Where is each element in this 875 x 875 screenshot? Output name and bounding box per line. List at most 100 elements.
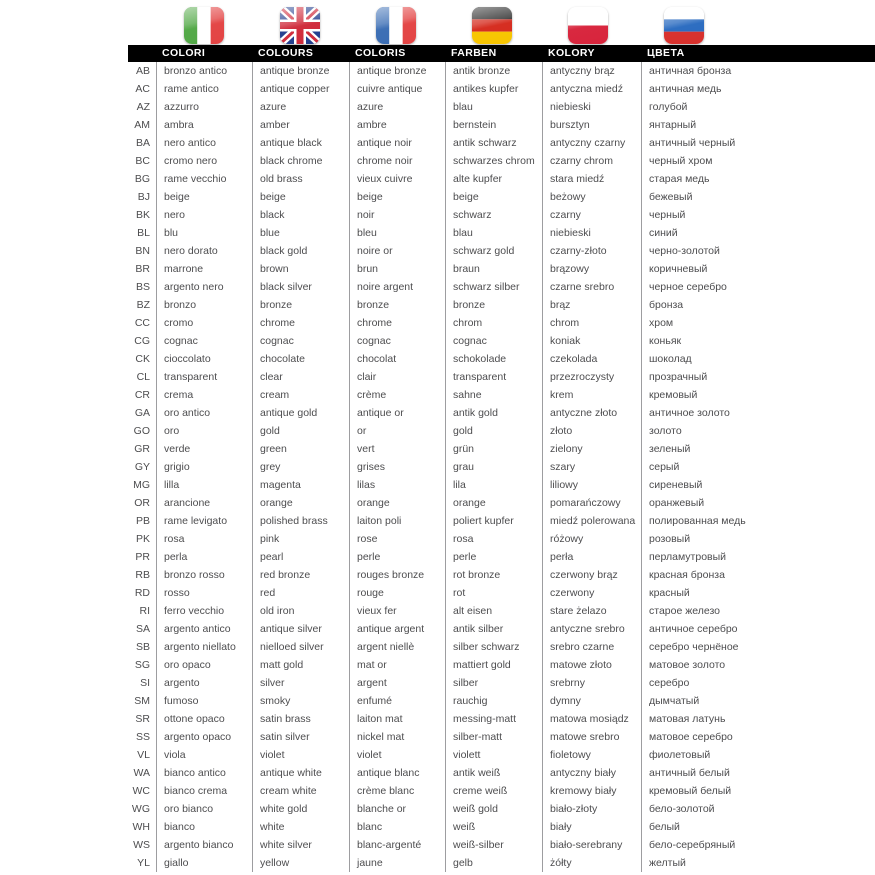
row-cell-polish: dymny [542,692,641,710]
row-cell-polish: beżowy [542,188,641,206]
row-code: SS [135,731,150,743]
table-row: WS argento bianco white silver blanc-arg… [128,836,875,854]
row-cell-russian: красный [641,584,875,602]
row-cell-italian: argento [156,674,252,692]
row-cell-english: blue [252,224,349,242]
row-code: BS [135,281,150,293]
row-cell-russian: желтый [641,854,875,872]
row-cell-italian: azzurro [156,98,252,116]
row-cell-german: blau [445,224,542,242]
row-cell-italian: rosso [156,584,252,602]
row-cell-italian: nero dorato [156,242,252,260]
row-cell-polish: biały [542,818,641,836]
table-row: PR perla pearl perle perle perła перламу… [128,548,875,566]
row-cell-italian: fumoso [156,692,252,710]
row-cell-italian: verde [156,440,252,458]
table-row: BA nero antico antique black antique noi… [128,134,875,152]
table-row: BK nero black noir schwarz czarny черный [128,206,875,224]
row-code: VL [137,749,150,761]
table-row: WA bianco antico antique white antique b… [128,764,875,782]
row-cell-russian: античная медь [641,80,875,98]
row-cell-russian: прозрачный [641,368,875,386]
row-cell-polish: antyczne złoto [542,404,641,422]
row-code: AM [134,119,150,131]
row-cell-english: antique gold [252,404,349,422]
row-cell-russian: старая медь [641,170,875,188]
row-cell-italian: lilla [156,476,252,494]
row-cell-english: chrome [252,314,349,332]
row-cell-italian: cognac [156,332,252,350]
row-cell-polish: czarny [542,206,641,224]
row-cell-russian: белый [641,818,875,836]
row-code: BA [135,137,150,149]
row-cell-polish: liliowy [542,476,641,494]
row-cell-italian: beige [156,188,252,206]
row-cell-russian: старое железо [641,602,875,620]
row-cell-german: violett [445,746,542,764]
row-cell-german: schwarz [445,206,542,224]
row-cell-french: antique bronze [349,62,445,80]
table-row: BR marrone brown brun braun brązowy кори… [128,260,875,278]
row-cell-english: pearl [252,548,349,566]
color-table-body: AB bronzo antico antique bronze antique … [128,62,875,872]
row-cell-italian: cromo nero [156,152,252,170]
row-code: BJ [137,191,150,203]
row-cell-german: silber schwarz [445,638,542,656]
row-cell-polish: miedź polerowana [542,512,641,530]
row-cell-english: nielloed silver [252,638,349,656]
row-cell-english: black [252,206,349,224]
row-code: RD [134,587,150,599]
row-cell-french: vert [349,440,445,458]
row-cell-polish: matowe srebro [542,728,641,746]
row-cell-french: mat or [349,656,445,674]
column-header-kolory: KOLORY [548,47,595,59]
row-cell-russian: античное золото [641,404,875,422]
row-cell-russian: красная бронза [641,566,875,584]
row-cell-german: gelb [445,854,542,872]
flags-row [128,0,875,45]
table-row: RB bronzo rosso red bronze rouges bronze… [128,566,875,584]
table-row: SM fumoso smoky enfumé rauchig dymny дым… [128,692,875,710]
row-cell-french: blanche or [349,800,445,818]
row-cell-russian: серебро чернёное [641,638,875,656]
table-row: CC cromo chrome chrome chrom chrom хром [128,314,875,332]
row-cell-russian: сиреневый [641,476,875,494]
row-cell-german: gold [445,422,542,440]
row-cell-italian: cromo [156,314,252,332]
row-cell-english: yellow [252,854,349,872]
row-cell-french: cuivre antique [349,80,445,98]
row-cell-english: chocolate [252,350,349,368]
table-row: GO oro gold or gold złoto золото [128,422,875,440]
table-row: WH bianco white blanc weiß biały белый [128,818,875,836]
row-cell-german: schwarz silber [445,278,542,296]
row-cell-polish: czerwony [542,584,641,602]
row-cell-polish: szary [542,458,641,476]
row-cell-french: or [349,422,445,440]
row-cell-german: perle [445,548,542,566]
row-cell-italian: argento niellato [156,638,252,656]
row-code: BC [135,155,150,167]
row-code: OR [134,497,150,509]
row-cell-russian: серый [641,458,875,476]
row-cell-french: crème blanc [349,782,445,800]
row-cell-english: white gold [252,800,349,818]
row-cell-german: orange [445,494,542,512]
row-cell-italian: argento bianco [156,836,252,854]
table-row: SB argento niellato nielloed silver arge… [128,638,875,656]
row-cell-french: noire or [349,242,445,260]
row-code: SB [135,641,150,653]
table-row: WC bianco crema cream white crème blanc … [128,782,875,800]
row-cell-english: polished brass [252,512,349,530]
row-cell-german: alt eisen [445,602,542,620]
color-translation-table: COLORI COLOURS COLORIS FARBEN KOLORY ЦВЕ… [128,0,875,872]
table-row: CG cognac cognac cognac cognac koniak ко… [128,332,875,350]
table-row: MG lilla magenta lilas lila liliowy сире… [128,476,875,494]
row-code: CC [134,317,150,329]
column-header-cveta: ЦВЕТА [647,47,685,59]
row-cell-english: grey [252,458,349,476]
row-cell-german: antik silber [445,620,542,638]
row-cell-italian: rame levigato [156,512,252,530]
row-cell-russian: античный черный [641,134,875,152]
table-row: WG oro bianco white gold blanche or weiß… [128,800,875,818]
